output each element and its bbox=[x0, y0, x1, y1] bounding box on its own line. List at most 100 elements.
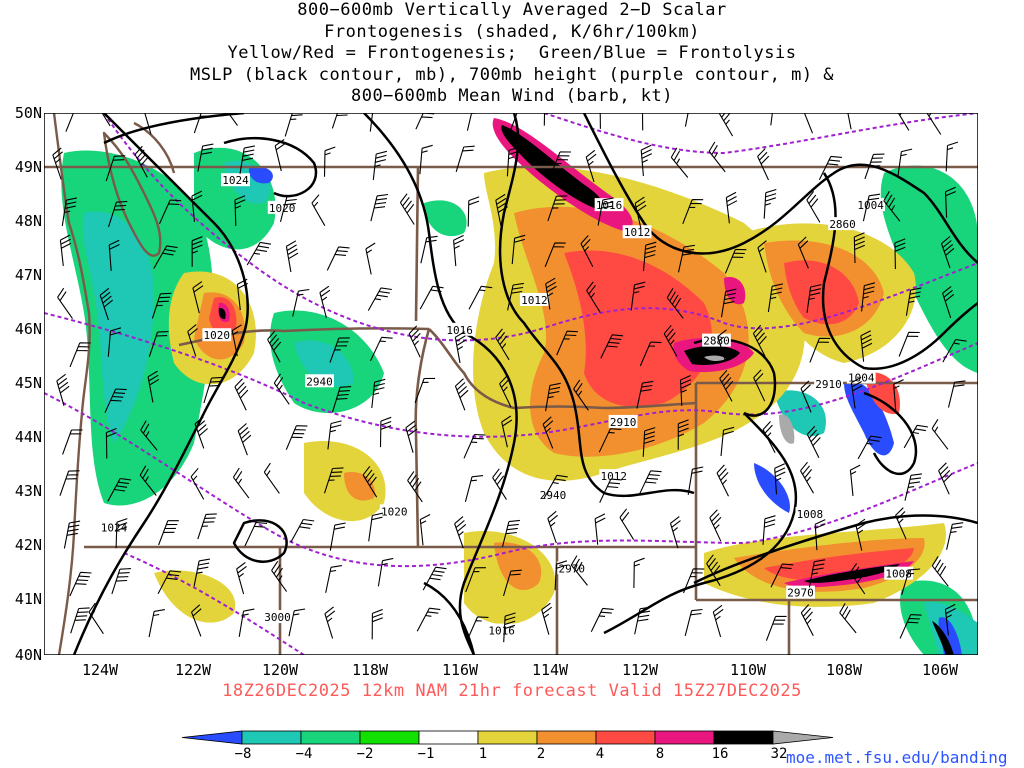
wind-barb bbox=[157, 570, 182, 595]
wind-barb bbox=[808, 559, 826, 588]
wind-barb bbox=[65, 113, 75, 132]
wind-barb bbox=[634, 606, 651, 635]
strong-frontogenesis-shading bbox=[209, 250, 914, 581]
wind-barb bbox=[369, 113, 374, 132]
mslp-label: 1012 bbox=[622, 225, 652, 239]
colorbar-min-arrow bbox=[181, 730, 243, 745]
wind-barb bbox=[545, 382, 561, 412]
wind-barb bbox=[323, 467, 344, 494]
wind-barb bbox=[190, 467, 205, 500]
wind-barb bbox=[326, 246, 350, 271]
wind-barb bbox=[285, 240, 299, 273]
colorbar-swatch bbox=[595, 730, 656, 745]
wind-barb bbox=[151, 292, 172, 319]
wind-barb bbox=[192, 281, 204, 314]
wind-barb bbox=[687, 466, 704, 495]
svg-text:1024: 1024 bbox=[222, 174, 249, 187]
lon-label-114w: 114W bbox=[531, 661, 569, 679]
wind-barb bbox=[377, 557, 394, 587]
wind-barb bbox=[684, 608, 703, 637]
source-credit-link[interactable]: moe.met.fsu.edu/banding bbox=[786, 748, 1008, 767]
lat-label-47n: 47N bbox=[14, 266, 42, 284]
svg-text:2910: 2910 bbox=[610, 416, 637, 429]
wind-barb bbox=[720, 288, 737, 318]
colorbar-tick-1: −8 bbox=[234, 746, 252, 762]
height-label: 2940 bbox=[305, 374, 334, 388]
wind-barb bbox=[263, 462, 280, 494]
colorbar-swatch bbox=[300, 730, 361, 745]
lon-label-120w: 120W bbox=[261, 661, 299, 679]
wind-barb bbox=[763, 188, 777, 219]
wind-barb bbox=[638, 470, 662, 495]
svg-text:1012: 1012 bbox=[600, 470, 627, 483]
wind-barb bbox=[414, 377, 436, 404]
colorbar-tick-9: 16 bbox=[711, 746, 729, 762]
wind-barb bbox=[897, 113, 910, 131]
wind-barb bbox=[717, 329, 727, 362]
wind-barb bbox=[708, 141, 726, 173]
mslp-label: 1020 bbox=[379, 504, 409, 518]
wind-barb bbox=[107, 477, 132, 502]
wind-barb bbox=[99, 287, 114, 321]
wind-barb bbox=[898, 331, 920, 357]
lat-label-46n: 46N bbox=[14, 320, 42, 338]
wind-barb bbox=[108, 239, 120, 271]
wind-barb bbox=[598, 428, 622, 453]
wind-barb bbox=[379, 416, 392, 448]
wind-barb bbox=[547, 195, 568, 222]
wind-barb bbox=[861, 282, 876, 312]
wind-barb bbox=[284, 113, 303, 137]
wind-barb bbox=[107, 327, 122, 357]
svg-text:2940: 2940 bbox=[540, 489, 567, 502]
wind-barb bbox=[63, 520, 81, 549]
lat-label-49n: 49N bbox=[14, 158, 42, 176]
wind-barb bbox=[847, 113, 852, 130]
wind-barb bbox=[599, 478, 622, 503]
wind-barb bbox=[767, 283, 784, 313]
colorbar-tick-4: −1 bbox=[417, 746, 435, 762]
wind-barb bbox=[231, 324, 242, 357]
height-label: 2880 bbox=[702, 333, 731, 348]
colorbar-tick-7: 4 bbox=[595, 746, 605, 762]
svg-text:1020: 1020 bbox=[269, 202, 296, 215]
wind-barb bbox=[849, 563, 866, 595]
mslp-label: 1016 bbox=[487, 623, 517, 638]
wind-barb bbox=[463, 433, 486, 459]
wind-barb bbox=[634, 196, 647, 229]
wind-barb bbox=[331, 113, 348, 129]
colorbar-tick-6: 2 bbox=[536, 746, 546, 762]
wind-barb bbox=[543, 474, 568, 499]
wind-barb bbox=[853, 232, 866, 264]
wind-barb bbox=[158, 520, 179, 546]
wind-barb bbox=[191, 236, 203, 267]
wind-barb bbox=[503, 612, 516, 643]
wind-barb bbox=[669, 516, 681, 549]
mslp-label: 1016 bbox=[445, 322, 475, 337]
wind-barb bbox=[370, 193, 389, 222]
wind-barb bbox=[187, 324, 198, 357]
wind-barb bbox=[679, 374, 692, 406]
wind-barb bbox=[325, 565, 342, 593]
wind-barb bbox=[56, 373, 70, 406]
svg-text:2910: 2910 bbox=[815, 378, 842, 391]
wind-barb bbox=[554, 560, 568, 591]
wind-barb bbox=[719, 369, 734, 402]
wind-barb bbox=[677, 419, 689, 450]
wind-barb bbox=[666, 288, 684, 319]
wind-barb bbox=[453, 234, 465, 267]
colorbar-tick-2: −4 bbox=[295, 746, 313, 762]
wind-barb bbox=[367, 287, 392, 311]
wind-barb bbox=[408, 325, 421, 358]
wind-barb bbox=[107, 200, 128, 228]
title-line-5: 800−600mb Mean Wind (barb, kt) bbox=[350, 86, 674, 106]
wind-barb bbox=[362, 465, 378, 498]
lon-label-116w: 116W bbox=[441, 661, 479, 679]
wind-barb bbox=[59, 234, 72, 266]
wind-barb bbox=[52, 147, 63, 180]
wind-barb bbox=[324, 606, 336, 639]
wind-barb bbox=[507, 282, 524, 311]
wind-barb bbox=[894, 238, 906, 270]
wind-barb bbox=[415, 113, 435, 130]
colorbar-swatch bbox=[418, 730, 479, 745]
